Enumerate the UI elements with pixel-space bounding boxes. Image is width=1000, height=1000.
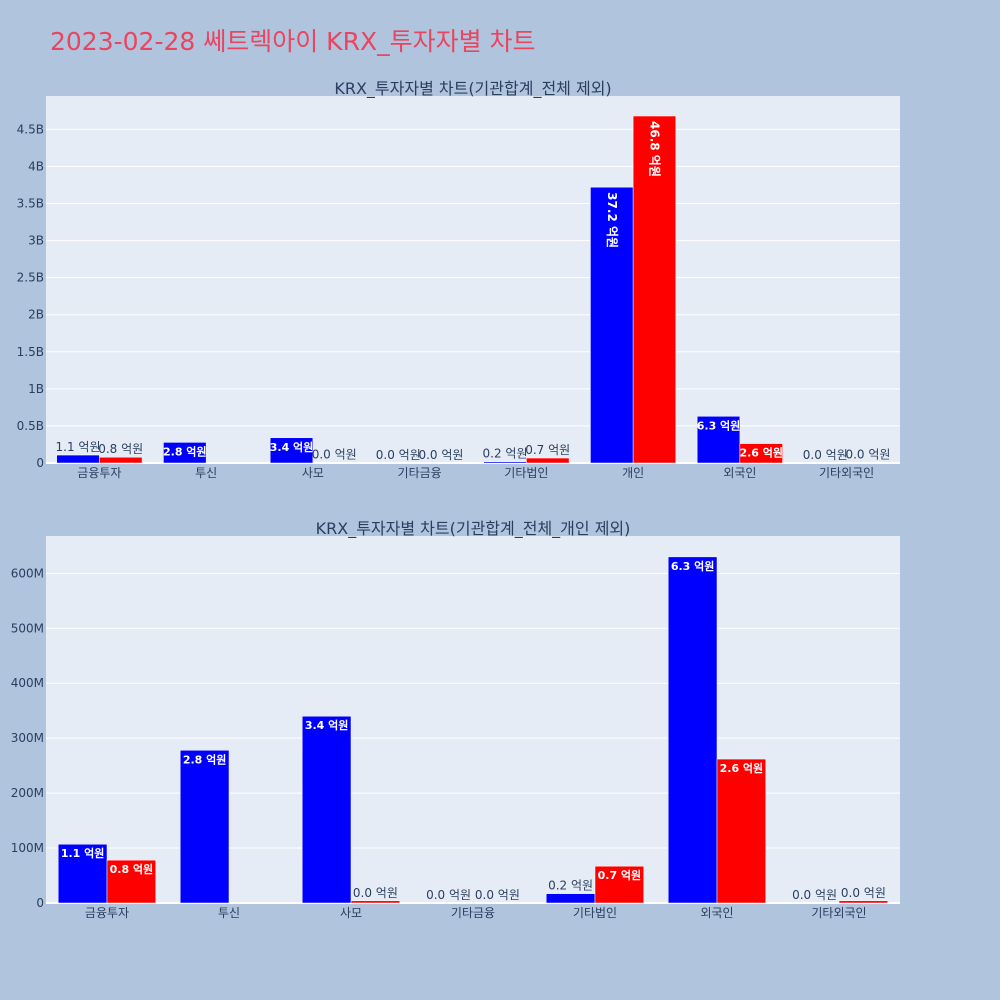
x-tick-label: 사모 xyxy=(302,466,324,480)
y-tick-label: 0 xyxy=(36,456,44,470)
data-label: 0.0 억원 xyxy=(312,448,357,462)
bar xyxy=(545,893,596,904)
data-label: 3.4 억원 xyxy=(270,440,314,454)
chart-top: 0 0.5B 1B 1.5B 2B 2.5B 3B 3.5B 4B 4.5B KRX_투자자별 차트… xyxy=(17,79,900,480)
x-tick-label: 투신 xyxy=(195,466,217,480)
data-label: 6.3 억원 xyxy=(671,559,715,573)
data-label: 0.8 억원 xyxy=(110,862,154,876)
x-tick-label: 외국인 xyxy=(700,906,733,920)
data-label: 0.0 억원 xyxy=(353,886,398,900)
chart-bottom: 0 100M 200M 300M 400M 500M 600M KRX_투자자별 차트(기관합… xyxy=(11,519,900,920)
bar xyxy=(594,865,645,904)
x-tick-label: 금융투자 xyxy=(85,906,129,920)
data-label: 6.3 억원 xyxy=(697,418,741,432)
data-label: 2.6 억원 xyxy=(720,761,764,775)
data-label: 2.8 억원 xyxy=(183,752,227,766)
x-tick-label: 기타법인 xyxy=(504,466,548,480)
y-tick-label: 600M xyxy=(11,566,44,580)
x-tick-label: 사모 xyxy=(340,906,362,920)
x-tick-label: 외국인 xyxy=(723,466,756,480)
y-tick-label: 400M xyxy=(11,676,44,690)
chart-title: KRX_투자자별 차트(기관합계_전체_개인 제외) xyxy=(316,519,631,539)
y-tick-label: 4B xyxy=(28,159,44,173)
y-tick-label: 4.5B xyxy=(17,122,44,136)
y-tick-label: 3B xyxy=(28,234,44,248)
x-tick-label: 개인 xyxy=(622,466,644,480)
bar xyxy=(301,715,352,904)
data-label: 3.4 억원 xyxy=(305,718,349,732)
y-tick-label: 3.5B xyxy=(17,197,44,211)
data-label: 0.8 억원 xyxy=(98,442,143,456)
bar xyxy=(667,556,718,904)
y-tick-label: 1B xyxy=(28,382,44,396)
bar xyxy=(179,750,230,904)
y-tick-label: 500M xyxy=(11,621,44,635)
y-tick-label: 200M xyxy=(11,786,44,800)
bar xyxy=(483,461,527,464)
bar xyxy=(163,442,207,464)
data-label: 2.8 억원 xyxy=(163,444,207,458)
data-label: 37.2 억원 xyxy=(605,192,619,248)
x-tick-label: 금융투자 xyxy=(77,466,121,480)
bar xyxy=(716,758,767,904)
bar xyxy=(526,457,570,464)
data-label: 0.0 억원 xyxy=(845,448,890,462)
bar xyxy=(350,900,401,904)
data-label: 1.1 억원 xyxy=(56,440,101,454)
data-label: 0.2 억원 xyxy=(548,879,593,893)
x-tick-label: 기타법인 xyxy=(573,906,617,920)
data-label: 0.0 억원 xyxy=(792,888,837,902)
x-tick-label: 기타금융 xyxy=(398,466,442,480)
y-tick-label: 0.5B xyxy=(17,419,44,433)
data-label: 2.6 억원 xyxy=(739,446,783,460)
data-label: 0.7 억원 xyxy=(525,443,570,457)
y-tick-label: 100M xyxy=(11,841,44,855)
x-tick-label: 기타금융 xyxy=(451,906,495,920)
y-tick-label: 0 xyxy=(36,896,44,910)
data-label: 0.0 억원 xyxy=(426,888,471,902)
chart-title: KRX_투자자별 차트(기관합계_전체 제외) xyxy=(334,79,611,99)
bar xyxy=(57,843,108,904)
bar xyxy=(632,115,677,464)
data-label: 0.0 억원 xyxy=(475,888,520,902)
bar xyxy=(99,456,143,464)
data-label: 0.0 억원 xyxy=(418,448,463,462)
data-label: 0.2 억원 xyxy=(483,447,528,461)
bar xyxy=(838,900,889,904)
data-label: 0.7 억원 xyxy=(598,868,642,882)
y-tick-label: 300M xyxy=(11,731,44,745)
bar xyxy=(696,416,741,464)
x-tick-label: 기타외국인 xyxy=(819,466,874,480)
bar xyxy=(590,186,634,464)
y-tick-label: 1.5B xyxy=(17,345,44,359)
y-tick-label: 2B xyxy=(28,308,44,322)
x-tick-label: 기타외국인 xyxy=(811,906,866,920)
data-label: 1.1 억원 xyxy=(61,846,105,860)
data-label: 46.8 억원 xyxy=(647,121,661,177)
plot-background xyxy=(46,96,900,463)
bar xyxy=(56,454,100,464)
bar xyxy=(739,443,783,464)
x-tick-label: 투신 xyxy=(218,906,240,920)
data-label: 0.0 억원 xyxy=(376,448,421,462)
data-label: 0.0 억원 xyxy=(803,448,848,462)
y-tick-label: 2.5B xyxy=(17,271,44,285)
main-title: 2023-02-28 쎄트렉아이 KRX_투자자별 차트 xyxy=(50,27,536,56)
bar xyxy=(269,437,314,464)
bar xyxy=(106,859,157,904)
data-label: 0.0 억원 xyxy=(841,886,886,900)
